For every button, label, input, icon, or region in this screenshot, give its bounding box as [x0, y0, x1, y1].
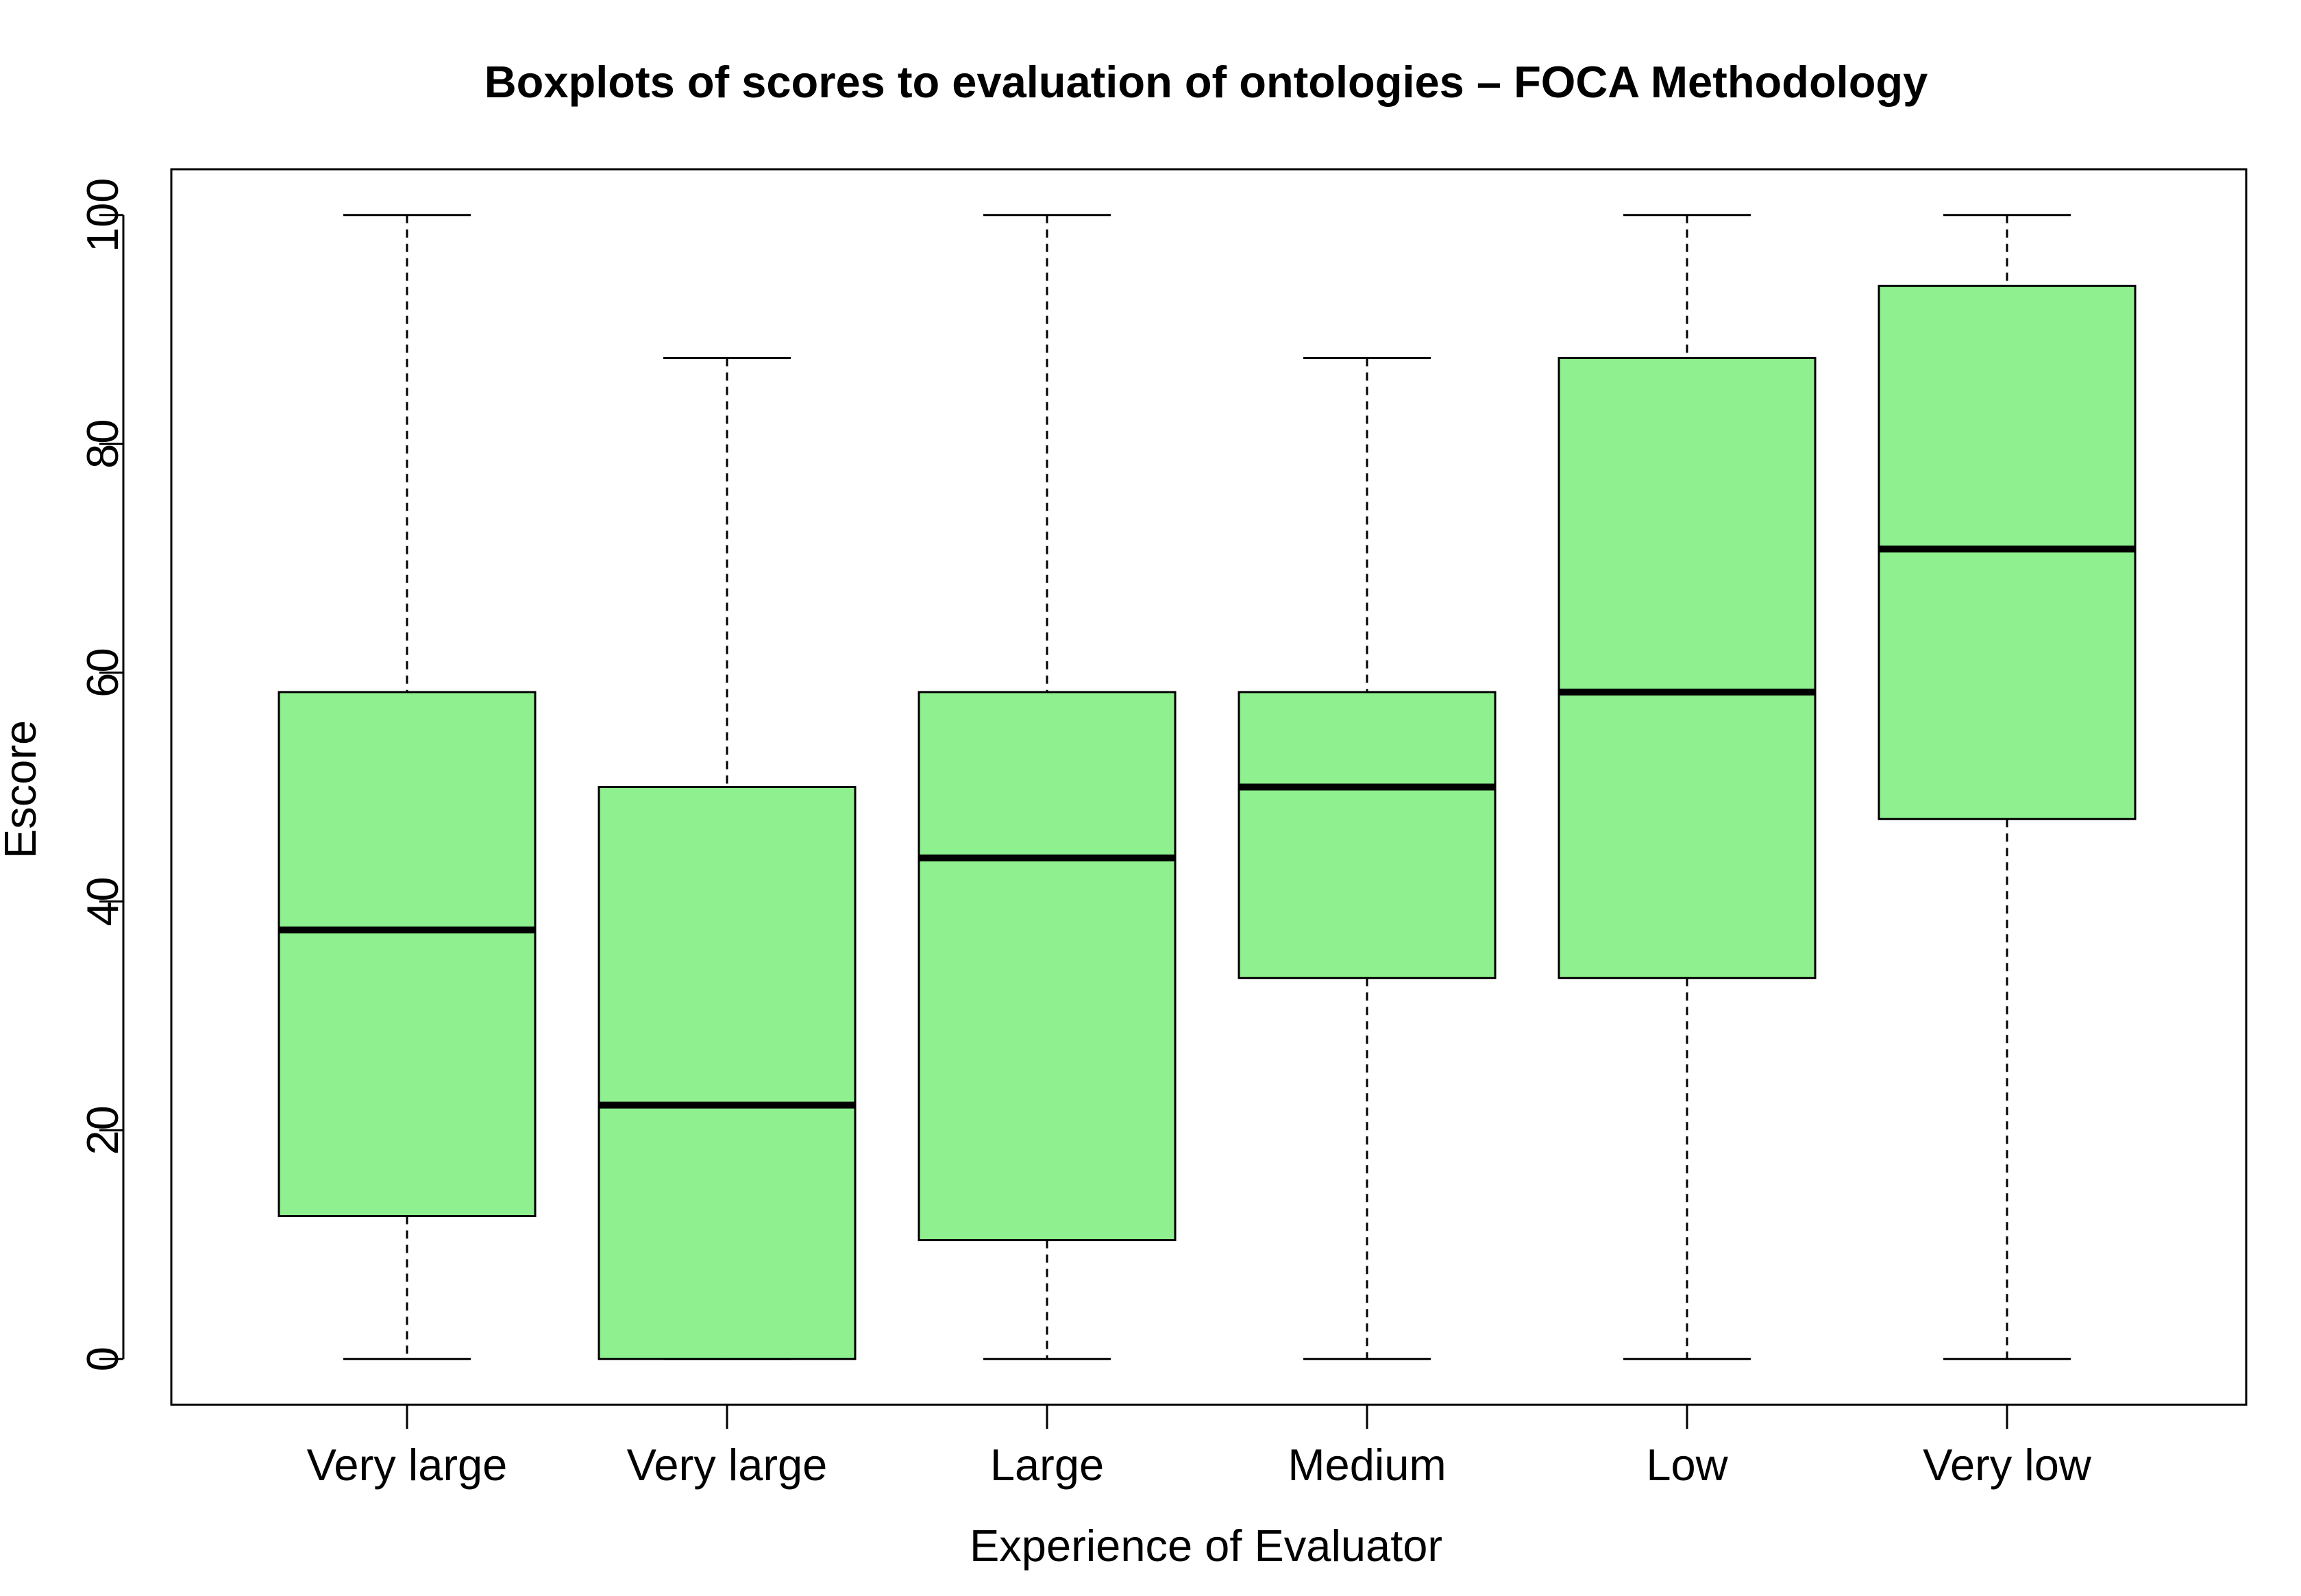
x-tick-label: Very large	[307, 1440, 508, 1490]
x-tick-label: Large	[990, 1440, 1104, 1490]
x-tick-label: Very low	[1923, 1440, 2092, 1490]
iqr-box	[1238, 691, 1497, 979]
x-axis: Very large Very large Large Medium Low Very l…	[307, 1403, 2092, 1490]
y-axis-label: Escore	[0, 720, 45, 859]
y-tick-label: 80	[77, 419, 127, 469]
box-group	[1558, 214, 1817, 1360]
x-axis-label: Experience of Evaluator	[970, 1521, 1442, 1571]
x-tick-label: Very large	[627, 1440, 828, 1490]
iqr-box	[1878, 284, 2137, 820]
y-tick-label: 20	[77, 1105, 127, 1155]
y-tick-label: 0	[77, 1347, 127, 1371]
box-group	[1878, 214, 2137, 1360]
y-axis: 0 20 40 60 80 100	[77, 178, 127, 1372]
iqr-box	[918, 691, 1177, 1242]
iqr-box	[598, 786, 857, 1360]
iqr-box	[278, 691, 537, 1218]
box-group	[278, 214, 537, 1360]
y-tick-label: 60	[77, 648, 127, 697]
chart-title: Boxplots of scores to evaluation of onto…	[484, 57, 1928, 107]
x-tick-label: Medium	[1288, 1440, 1446, 1490]
box-group	[918, 214, 1177, 1360]
x-tick-label: Low	[1646, 1440, 1728, 1490]
box-group	[598, 356, 857, 1360]
box-group	[1238, 356, 1497, 1360]
y-tick-label: 100	[77, 178, 127, 252]
iqr-box	[1558, 356, 1817, 979]
y-tick-label: 40	[77, 876, 127, 926]
box-series	[278, 214, 2137, 1360]
